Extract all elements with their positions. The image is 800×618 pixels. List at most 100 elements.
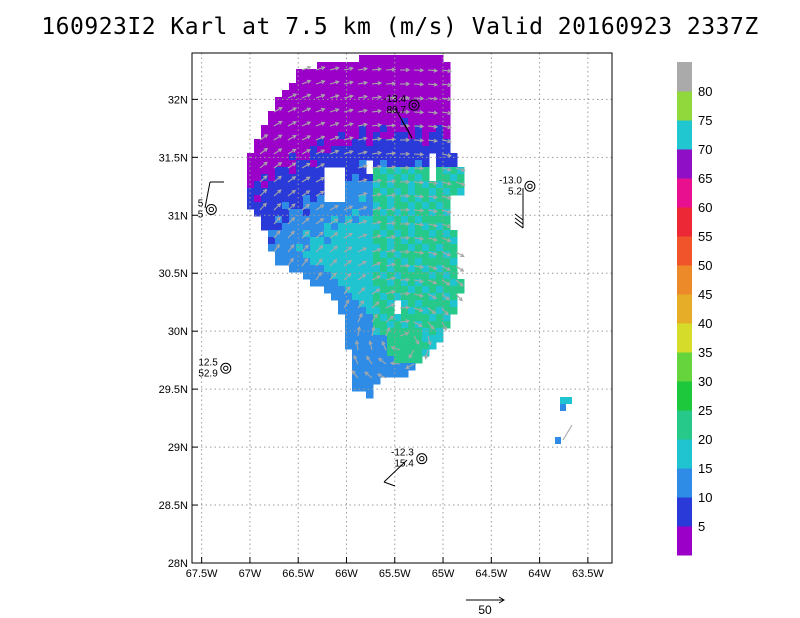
radar-cell	[275, 237, 283, 245]
radar-cell	[387, 223, 395, 231]
wind-vector-head	[405, 67, 411, 73]
radar-cell	[422, 251, 430, 259]
radar-cell	[247, 188, 255, 196]
radar-cell	[422, 342, 430, 350]
radar-cell	[338, 69, 346, 77]
radar-cell	[247, 167, 255, 175]
radar-cell	[261, 167, 269, 175]
radar-cell	[352, 97, 360, 105]
radar-cell	[408, 104, 416, 112]
wind-vector-head	[377, 95, 383, 100]
wind-vector-head	[305, 203, 311, 208]
wind-vector	[343, 136, 353, 141]
radar-cell	[422, 83, 430, 91]
radar-cell	[429, 55, 437, 63]
radar-cell	[254, 209, 262, 217]
wind-vector-head	[373, 313, 378, 319]
radar-cell	[436, 237, 444, 245]
wind-vector-head	[276, 202, 282, 208]
wind-vector-head	[391, 207, 397, 212]
wind-vector	[427, 293, 437, 299]
wind-vector	[385, 315, 394, 323]
radar-cell	[422, 111, 430, 119]
radar-cell	[366, 258, 374, 266]
radar-cell	[380, 321, 388, 329]
radar-cell	[317, 279, 325, 287]
wind-vector-head	[390, 303, 396, 308]
wind-vector-head	[362, 233, 368, 238]
radar-cell	[296, 251, 304, 259]
radar-cell	[394, 370, 402, 378]
radar-cell	[352, 272, 360, 280]
radar-cell	[366, 335, 374, 343]
radar-cell	[394, 202, 402, 210]
radar-cell	[436, 167, 444, 175]
radar-cell	[331, 153, 339, 161]
wind-vector-head	[332, 272, 337, 277]
radar-cell	[310, 244, 318, 252]
wind-vector	[413, 307, 423, 312]
radar-cell	[352, 125, 360, 133]
wind-vector-head	[419, 110, 425, 115]
wind-vector-head	[362, 260, 367, 265]
radar-cell	[373, 223, 381, 231]
radar-cell	[415, 76, 423, 84]
radar-cell	[282, 202, 290, 210]
radar-cell	[247, 174, 255, 182]
radar-cell	[296, 69, 304, 77]
wind-barb-tick	[514, 221, 524, 229]
radar-cell	[408, 167, 416, 175]
radar-cell	[436, 300, 444, 308]
wind-vector	[441, 69, 451, 72]
radar-cell	[450, 258, 458, 266]
wind-vector-head	[408, 354, 413, 359]
radar-cell	[422, 167, 430, 175]
radar-cell	[345, 69, 353, 77]
wind-vector-head	[290, 216, 296, 222]
wind-vectors	[259, 65, 573, 441]
wind-vector-head	[335, 94, 340, 99]
wind-vector	[329, 122, 339, 127]
radar-cell	[345, 174, 353, 182]
radar-cell	[352, 111, 360, 119]
radar-cell	[387, 83, 395, 91]
wind-vector-head	[433, 180, 439, 186]
radar-cell	[366, 146, 374, 154]
wind-vector	[315, 258, 323, 267]
wind-vector	[385, 208, 395, 211]
radar-cell	[352, 363, 360, 371]
radar-cell	[268, 216, 276, 224]
radar-cell	[345, 90, 353, 98]
radar-cell	[373, 146, 381, 154]
wind-vector	[371, 288, 380, 295]
radar-cell	[324, 237, 332, 245]
radar-cell	[331, 160, 339, 168]
radar-cell	[394, 258, 402, 266]
radar-cell	[275, 251, 283, 259]
radar-cell	[366, 321, 374, 329]
wind-vector	[385, 82, 396, 85]
radar-cell	[317, 111, 325, 119]
wind-vector-head	[377, 150, 383, 156]
radar-cell	[450, 265, 458, 273]
wind-vector-head	[419, 307, 424, 312]
wind-vector	[427, 69, 438, 72]
radar-cell	[338, 90, 346, 98]
radar-cell	[429, 230, 437, 238]
radar-cell	[345, 209, 353, 217]
radar-cell	[387, 356, 395, 364]
wind-vector-head	[318, 258, 323, 263]
radar-cell	[408, 76, 416, 84]
wind-vector-head	[351, 370, 356, 375]
wind-vector	[371, 82, 382, 85]
radar-cell	[303, 76, 311, 84]
wind-vector-head	[391, 248, 396, 254]
radar-cell	[415, 286, 423, 294]
radar-cell	[310, 265, 318, 273]
wind-vector-head	[433, 251, 438, 256]
radar-cell	[366, 195, 374, 203]
radar-cell	[282, 111, 290, 119]
radar-cell	[394, 69, 402, 77]
wind-vector-head	[306, 107, 312, 112]
wind-vector	[357, 137, 367, 141]
